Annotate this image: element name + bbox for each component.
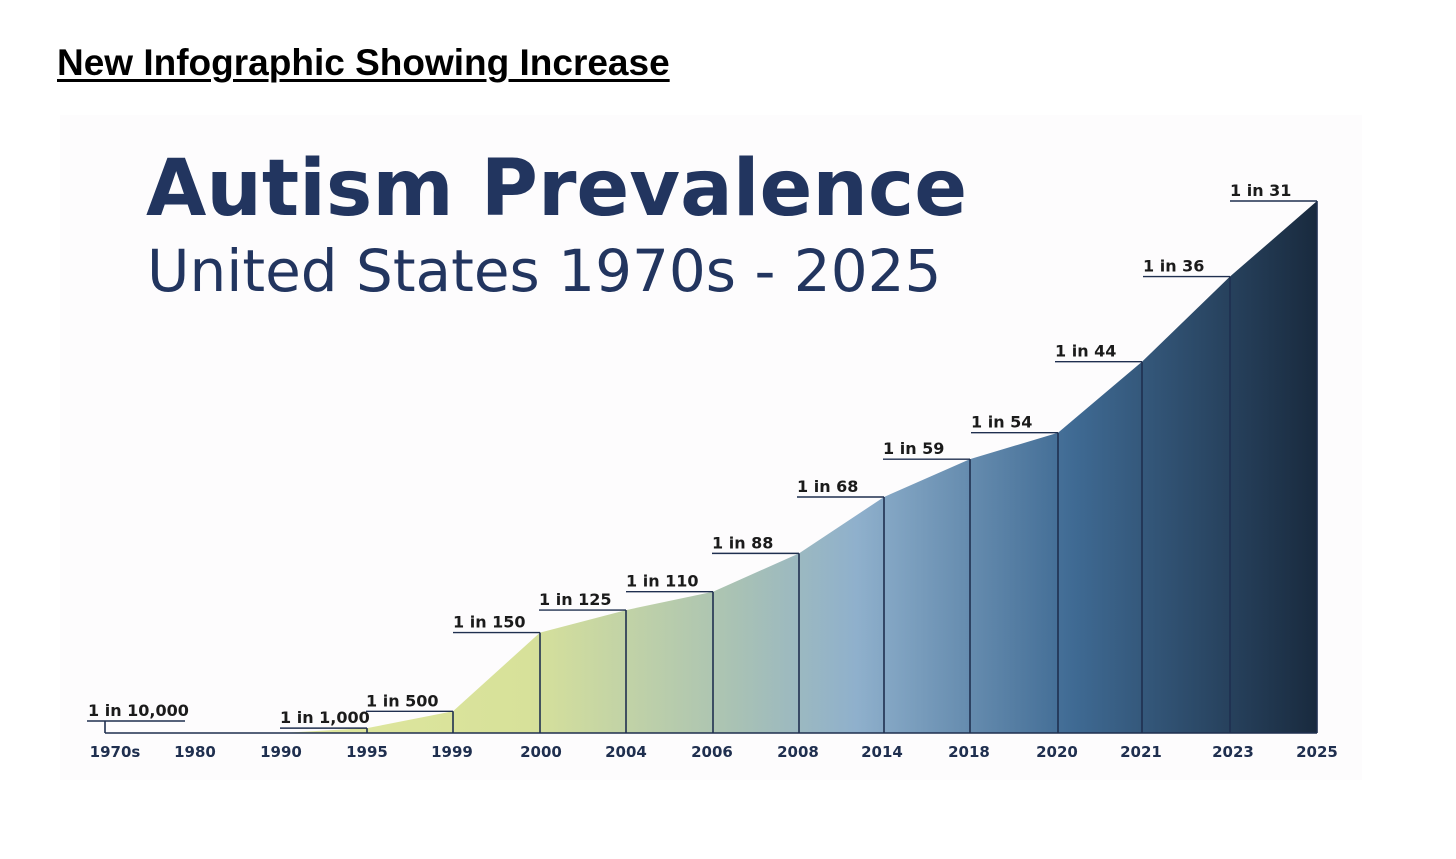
x-tick-label: 2000 <box>520 743 562 761</box>
x-tick-label: 1999 <box>431 743 473 761</box>
x-tick-label: 2004 <box>605 743 647 761</box>
x-tick-label: 1995 <box>346 743 388 761</box>
x-tick-label: 2020 <box>1036 743 1078 761</box>
prevalence-label: 1 in 500 <box>366 691 439 710</box>
page-heading: New Infographic Showing Increase <box>57 42 670 83</box>
prevalence-area <box>105 201 1317 733</box>
prevalence-label: 1 in 110 <box>626 572 699 591</box>
x-tick-label: 1970s <box>90 743 141 761</box>
x-tick-label: 2008 <box>777 743 819 761</box>
x-tick-label: 2018 <box>948 743 990 761</box>
prevalence-label: 1 in 10,000 <box>88 701 189 720</box>
x-tick-label: 2023 <box>1212 743 1254 761</box>
prevalence-label: 1 in 88 <box>712 533 773 552</box>
infographic-panel: Autism Prevalence United States 1970s - … <box>60 115 1362 780</box>
prevalence-label: 1 in 36 <box>1143 257 1204 276</box>
x-tick-label: 2014 <box>861 743 903 761</box>
prevalence-label: 1 in 125 <box>539 590 612 609</box>
x-tick-label: 2021 <box>1120 743 1162 761</box>
prevalence-label: 1 in 1,000 <box>280 708 370 727</box>
prevalence-label: 1 in 54 <box>971 413 1032 432</box>
x-tick-label: 2006 <box>691 743 733 761</box>
prevalence-label: 1 in 59 <box>883 439 944 458</box>
prevalence-label: 1 in 44 <box>1055 342 1116 361</box>
prevalence-label: 1 in 68 <box>797 477 858 496</box>
prevalence-label: 1 in 31 <box>1230 181 1291 200</box>
x-tick-label: 1990 <box>260 743 302 761</box>
prevalence-label: 1 in 150 <box>453 613 526 632</box>
x-tick-label: 1980 <box>174 743 216 761</box>
chart-subtitle: United States 1970s - 2025 <box>147 237 941 305</box>
x-tick-label: 2025 <box>1296 743 1338 761</box>
prevalence-chart: Autism Prevalence United States 1970s - … <box>87 144 1338 761</box>
chart-title: Autism Prevalence <box>146 144 967 234</box>
